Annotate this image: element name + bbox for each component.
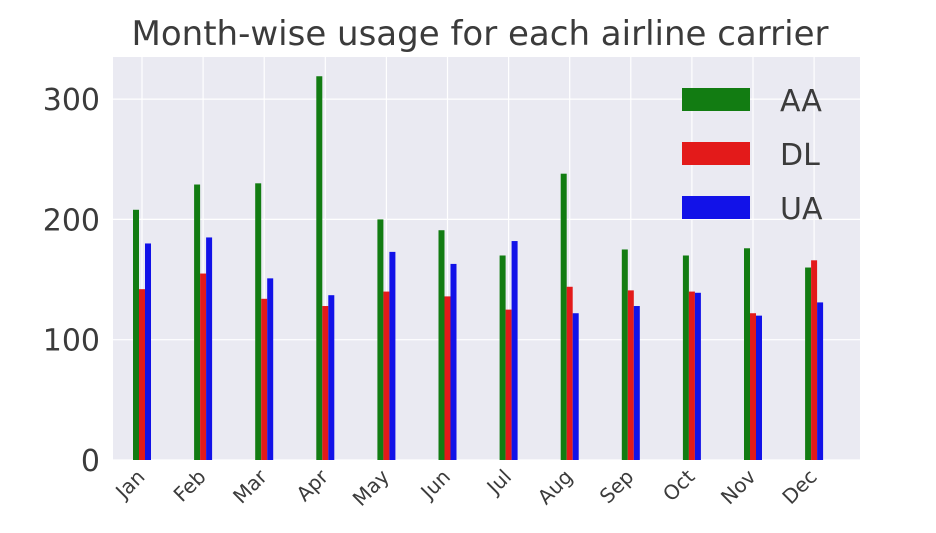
bar-dl-may	[383, 291, 390, 460]
bar-ua-mar	[267, 278, 274, 460]
bar-aa-oct	[682, 255, 689, 460]
bar-dl-mar	[261, 298, 268, 460]
bar-ua-aug	[572, 313, 579, 460]
bar-aa-nov	[744, 248, 750, 460]
bar-dl-nov	[750, 313, 756, 460]
bar-aa-mar	[255, 183, 262, 461]
x-tick-label: Jan	[109, 465, 149, 505]
bar-aa-may	[377, 219, 384, 460]
x-tick-label: Mar	[228, 464, 272, 508]
x-tick-label: Sep	[595, 465, 639, 509]
bar-ua-sep	[633, 306, 640, 460]
bar-dl-aug	[566, 286, 573, 460]
x-tick-labels: Jan Feb Mar Apr May Jun Jul Aug Sep Oct Nov Dec	[109, 464, 821, 511]
legend: AA DL UA	[682, 84, 823, 227]
bar-aa-aug	[560, 173, 567, 460]
legend-swatch	[682, 142, 750, 165]
x-tick-label: Dec	[777, 465, 821, 509]
bar-ua-feb	[206, 237, 213, 460]
bar-dl-oct	[688, 291, 695, 460]
x-tick-label: Feb	[169, 465, 211, 507]
bar-dl-jan	[139, 289, 145, 460]
x-tick-label: May	[348, 464, 394, 510]
bar-dl-jun	[444, 296, 451, 460]
plot-background	[113, 57, 860, 460]
legend-label: UA	[780, 192, 823, 227]
bars	[133, 76, 824, 461]
bar-aa-apr	[316, 76, 323, 460]
x-tick-label: Aug	[533, 465, 578, 510]
y-tick-labels: 0 100 200 300	[43, 83, 100, 479]
x-tick-label: Jun	[415, 465, 455, 505]
bar-aa-sep	[621, 249, 628, 460]
y-tick-label: 200	[43, 203, 100, 238]
bar-dl-dec	[811, 260, 818, 460]
x-tick-label: Jul	[481, 465, 516, 500]
bar-aa-dec	[805, 267, 812, 460]
x-tick-label: Oct	[658, 464, 700, 506]
bar-aa-feb	[194, 184, 201, 460]
x-tick-label: Nov	[716, 464, 761, 509]
bar-dl-sep	[627, 290, 634, 460]
bar-aa-jul	[499, 255, 506, 460]
chart-title: Month-wise usage for each airline carrie…	[132, 14, 829, 54]
bar-ua-nov	[756, 315, 762, 460]
bar-ua-jun	[450, 263, 457, 460]
bar-dl-feb	[200, 273, 207, 460]
bar-ua-apr	[328, 295, 335, 460]
y-tick-label: 100	[43, 324, 100, 359]
y-tick-label: 0	[81, 444, 100, 479]
legend-label: AA	[780, 84, 822, 119]
x-tick-label: Apr	[291, 464, 333, 506]
bar-ua-jul	[511, 241, 518, 460]
bar-aa-jan	[133, 209, 139, 460]
bar-ua-may	[389, 251, 396, 460]
bar-ua-oct	[694, 292, 701, 460]
bar-ua-dec	[817, 302, 824, 460]
legend-swatch	[682, 88, 750, 111]
legend-swatch	[682, 196, 750, 219]
bar-ua-jan	[145, 243, 151, 460]
bar-dl-apr	[322, 306, 329, 460]
legend-label: DL	[780, 138, 820, 173]
bar-aa-jun	[438, 230, 445, 460]
bar-dl-jul	[505, 309, 512, 460]
y-tick-label: 300	[43, 83, 100, 118]
